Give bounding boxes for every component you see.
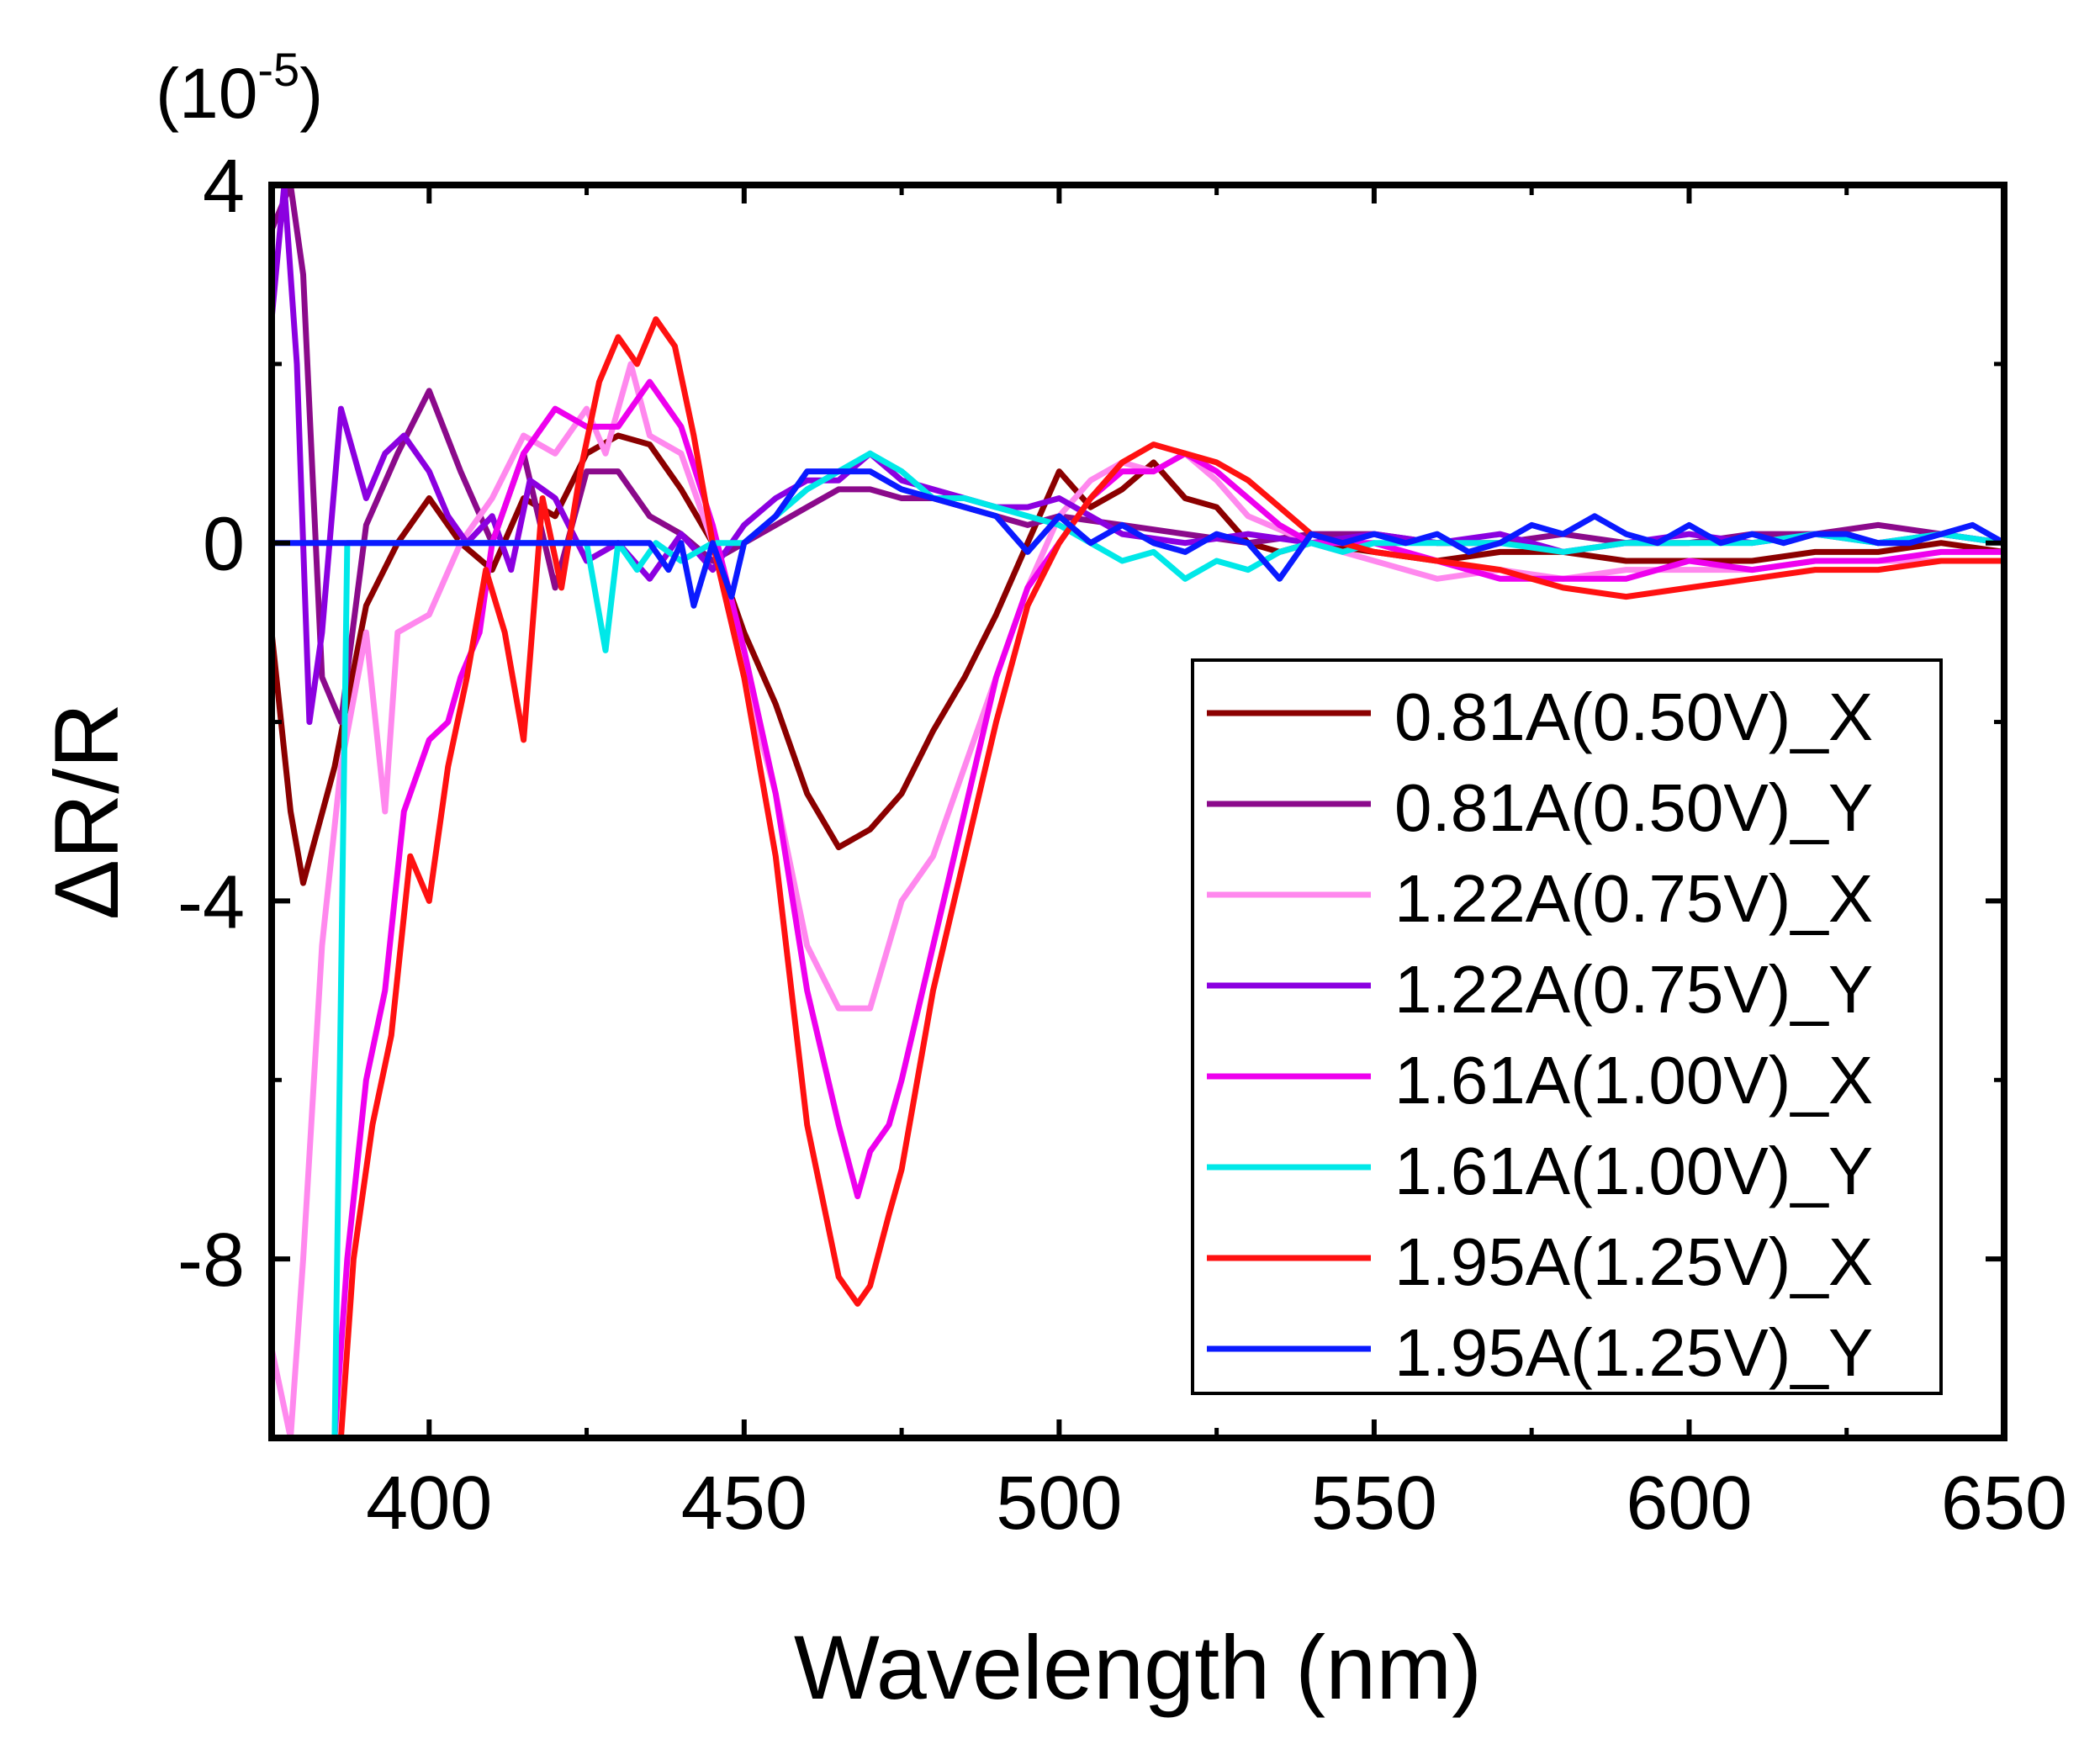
y-tick-label: 0 xyxy=(203,503,245,587)
y-multiplier: (10-5) xyxy=(156,43,323,133)
legend-item: 1.61A(1.00V)_X xyxy=(1207,1043,1873,1118)
legend-item: 1.22A(0.75V)_X xyxy=(1207,861,1873,936)
legend-label: 1.61A(1.00V)_X xyxy=(1394,1043,1873,1118)
legend-label: 1.95A(1.25V)_X xyxy=(1394,1224,1873,1299)
y-tick-label: -4 xyxy=(177,860,245,944)
legend-label: 0.81A(0.50V)_Y xyxy=(1394,770,1873,845)
y-tick-label: -8 xyxy=(177,1218,245,1303)
series-line-7 xyxy=(272,316,2004,1438)
legend-label: 0.81A(0.50V)_X xyxy=(1394,679,1873,754)
series-line-8 xyxy=(272,468,2004,609)
y-tick-label: 4 xyxy=(203,145,245,229)
y-axis-label: ΔR/R xyxy=(35,703,137,920)
y-multiplier-exponent: -5 xyxy=(257,43,299,96)
legend: 0.81A(0.50V)_X 0.81A(0.50V)_Y 1.22A(0.75V)… xyxy=(1191,658,1943,1395)
legend-item: 0.81A(0.50V)_Y xyxy=(1207,770,1873,845)
legend-item: 0.81A(0.50V)_X xyxy=(1207,679,1873,754)
legend-item: 1.61A(1.00V)_Y xyxy=(1207,1134,1873,1208)
legend-item: 1.95A(1.25V)_Y xyxy=(1207,1315,1873,1390)
series-line-1 xyxy=(272,432,2004,886)
legend-label: 1.22A(0.75V)_X xyxy=(1394,861,1873,936)
plot-frame xyxy=(268,182,2007,1441)
x-axis-label: Wavelength (nm) xyxy=(794,1616,1482,1718)
x-tick-label: 600 xyxy=(1626,1462,1752,1546)
legend-label: 1.61A(1.00V)_Y xyxy=(1394,1134,1873,1208)
series-layer xyxy=(272,185,2004,1438)
x-tick-label: 550 xyxy=(1311,1462,1437,1546)
legend-label: 1.95A(1.25V)_Y xyxy=(1394,1315,1873,1390)
x-tick-label: 500 xyxy=(996,1462,1122,1546)
x-tick-label: 650 xyxy=(1941,1462,2067,1546)
x-tick-label: 400 xyxy=(366,1462,492,1546)
legend-box xyxy=(1191,658,1943,1395)
x-tick-label: 450 xyxy=(681,1462,807,1546)
series-line-5 xyxy=(284,378,2004,1438)
legend-item: 1.22A(0.75V)_Y xyxy=(1207,952,1873,1027)
legend-label: 1.22A(0.75V)_Y xyxy=(1394,952,1873,1027)
ticks-layer: 400 450 500 550 600 650 -8 -4 0 4 xyxy=(177,145,2067,1546)
legend-item: 1.95A(1.25V)_X xyxy=(1207,1224,1873,1299)
